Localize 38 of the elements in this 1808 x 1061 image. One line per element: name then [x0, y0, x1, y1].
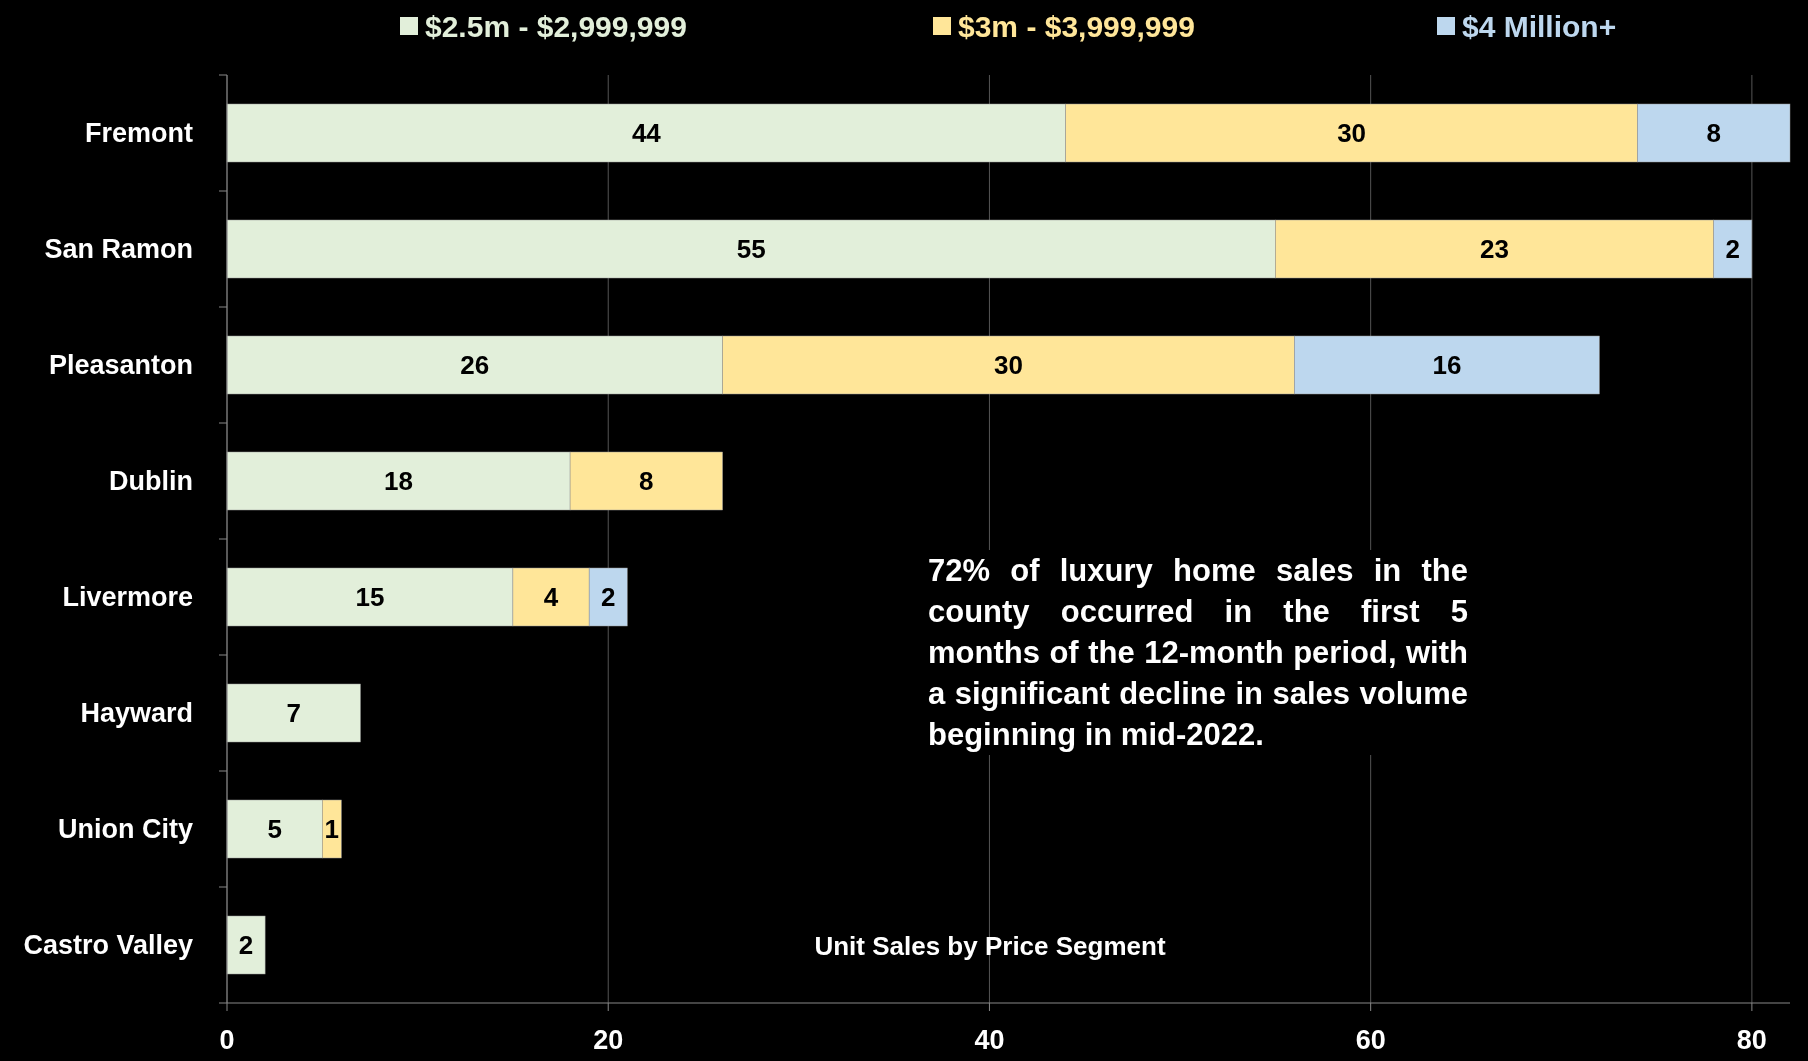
x-tick-label: 0	[219, 1025, 235, 1055]
annotation: 72% of luxury home sales in the county occurred in the first 5 months of the 12-month period, with a significant decline in sales volume beginning in mid-2022.	[928, 550, 1468, 755]
x-tick-label: 40	[974, 1025, 1005, 1055]
y-tick-label: Fremont	[85, 118, 194, 149]
data-label: 30	[1337, 118, 1367, 149]
data-label: 30	[994, 350, 1023, 381]
data-label: 8	[639, 466, 654, 497]
y-tick-label: Union City	[58, 814, 193, 845]
annotation: Unit Sales by Price Segment	[814, 931, 1166, 961]
data-label: 26	[460, 350, 490, 381]
data-label: 7	[286, 698, 301, 729]
legend-label: $4 Million+	[1462, 9, 1617, 43]
data-label: 44	[631, 118, 662, 149]
x-tick-label: 20	[593, 1025, 624, 1055]
x-tick-label: 80	[1736, 1025, 1767, 1055]
bar	[226, 683, 361, 743]
y-tick-label: San Ramon	[44, 234, 193, 265]
legend-label: $2.5m - $2,999,999	[425, 9, 687, 43]
data-label: 2	[1725, 234, 1741, 265]
y-tick-label: Dublin	[109, 466, 193, 497]
legend-label: $3m - $3,999,999	[958, 9, 1195, 43]
data-label: 15	[355, 582, 385, 613]
x-tick-label: 60	[1355, 1025, 1386, 1055]
data-label: 18	[384, 466, 414, 497]
data-label: 5	[267, 814, 282, 845]
bar	[226, 915, 266, 975]
data-label: 23	[1480, 234, 1510, 265]
data-label: 55	[736, 234, 766, 265]
data-label: 4	[543, 582, 559, 613]
data-label: 16	[1432, 350, 1462, 381]
data-label: 8	[1706, 118, 1721, 149]
y-tick-label: Livermore	[62, 582, 193, 613]
data-label: 2	[600, 582, 616, 613]
y-tick-label: Pleasanton	[48, 350, 193, 381]
data-label: 2	[238, 930, 254, 961]
data-label: 1	[324, 814, 340, 845]
y-tick-label: Hayward	[80, 698, 193, 729]
y-tick-label: Castro Valley	[23, 930, 193, 961]
